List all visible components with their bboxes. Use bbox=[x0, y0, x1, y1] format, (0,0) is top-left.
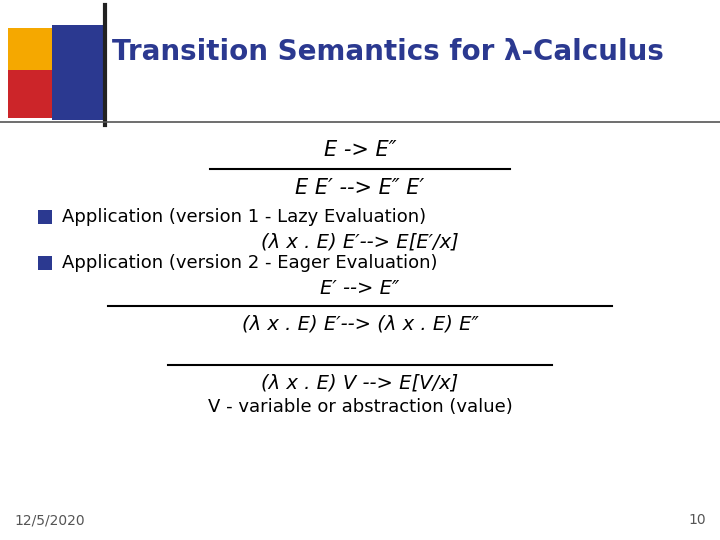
Bar bbox=[38, 256, 52, 270]
Text: 12/5/2020: 12/5/2020 bbox=[14, 513, 85, 527]
Text: Application (version 2 - Eager Evaluation): Application (version 2 - Eager Evaluatio… bbox=[62, 254, 438, 272]
Text: E -> E″: E -> E″ bbox=[324, 140, 396, 160]
Text: E E′ --> E″ E′: E E′ --> E″ E′ bbox=[295, 178, 425, 198]
Text: Application (version 1 - Lazy Evaluation): Application (version 1 - Lazy Evaluation… bbox=[62, 208, 426, 226]
Text: (λ x . E) E′--> E[E′/x]: (λ x . E) E′--> E[E′/x] bbox=[261, 233, 459, 252]
Bar bbox=[8, 28, 66, 80]
Text: 10: 10 bbox=[688, 513, 706, 527]
Text: Transition Semantics for λ-Calculus: Transition Semantics for λ-Calculus bbox=[112, 38, 664, 66]
Text: V - variable or abstraction (value): V - variable or abstraction (value) bbox=[207, 398, 513, 416]
Text: (λ x . E) V --> E[V/x]: (λ x . E) V --> E[V/x] bbox=[261, 374, 459, 393]
Bar bbox=[8, 70, 66, 118]
Bar bbox=[38, 210, 52, 224]
Bar bbox=[52, 25, 104, 120]
Text: E′ --> E″: E′ --> E″ bbox=[320, 279, 400, 298]
Text: (λ x . E) E′--> (λ x . E) E″: (λ x . E) E′--> (λ x . E) E″ bbox=[242, 314, 478, 334]
